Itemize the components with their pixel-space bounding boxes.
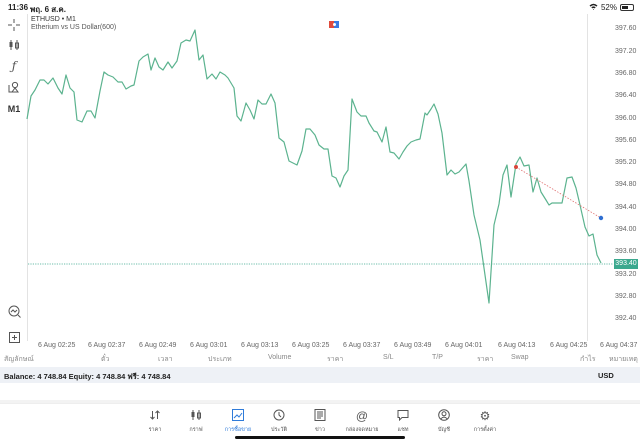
zoom-chart-icon[interactable] <box>5 303 23 319</box>
y-tick: 396.40 <box>615 92 637 99</box>
current-price-tag: 393.40 <box>614 259 638 269</box>
battery-percent: 52% <box>600 3 617 12</box>
x-tick: 6 Aug 02:37 <box>88 342 126 349</box>
nav-trade[interactable]: การซื้อขาย <box>218 409 258 434</box>
y-tick: 394.40 <box>615 204 637 211</box>
y-tick: 396.80 <box>615 70 637 77</box>
x-tick: 6 Aug 03:37 <box>343 342 381 349</box>
new-order-icon[interactable] <box>5 329 23 345</box>
status-date: พฤ. 6 ส.ค. <box>30 5 66 14</box>
y-tick: 393.20 <box>615 271 637 278</box>
chart-type-icon[interactable] <box>5 37 23 53</box>
y-tick: 395.20 <box>615 159 637 166</box>
nav-settings[interactable]: ⚙ การตั้งค่า <box>465 409 505 434</box>
account-icon <box>424 409 464 423</box>
nav-chat[interactable]: แชท <box>383 409 423 434</box>
y-tick: 394.80 <box>615 181 637 188</box>
col-sl[interactable]: S/L <box>383 354 394 361</box>
col-profit[interactable]: กำไร <box>580 356 596 363</box>
price-series <box>26 29 602 304</box>
price-chart[interactable] <box>27 14 613 341</box>
y-tick: 394.00 <box>615 226 637 233</box>
trade-chart-icon <box>218 409 258 423</box>
col-comment[interactable]: หมายเหตุ <box>609 356 638 363</box>
x-tick: 6 Aug 03:13 <box>241 342 279 349</box>
news-icon <box>300 409 340 423</box>
nav-chart[interactable]: กราฟ <box>176 409 216 434</box>
balance-summary: Balance: 4 748.84 Equity: 4 748.84 ฟรี: … <box>4 372 171 381</box>
chart-toolbar: ƒ M1 <box>0 14 27 354</box>
nav-news[interactable]: ข่าว <box>300 409 340 434</box>
nav-quotes[interactable]: ราคา <box>135 409 175 434</box>
wifi-icon <box>589 3 598 12</box>
chart-symbol: ETHUSD • M1 <box>31 16 76 23</box>
balance-bar: Balance: 4 748.84 Equity: 4 748.84 ฟรี: … <box>0 367 640 383</box>
x-tick: 6 Aug 02:25 <box>38 342 76 349</box>
divider <box>0 400 640 403</box>
x-tick: 6 Aug 03:49 <box>394 342 432 349</box>
x-tick: 6 Aug 04:01 <box>445 342 483 349</box>
y-tick: 392.40 <box>615 315 637 322</box>
col-price[interactable]: ราคา <box>327 356 344 363</box>
candlestick-icon <box>176 409 216 423</box>
y-tick: 395.60 <box>615 137 637 144</box>
at-sign-icon: @ <box>355 409 369 423</box>
col-type[interactable]: ประเภท <box>208 356 232 363</box>
arrows-updown-icon <box>135 409 175 423</box>
nav-account[interactable]: บัญชี <box>424 409 464 434</box>
chart-description: Etherium vs US Dollar(600) <box>31 24 117 31</box>
col-price-current[interactable]: ราคา <box>477 356 494 363</box>
history-clock-icon <box>259 409 299 423</box>
trade-table-header: สัญลักษณ์ ตั๋ว เวลา ประเภท Volume ราคา S… <box>0 352 640 366</box>
trend-end-point <box>598 215 604 221</box>
bottom-navigation: ราคา กราฟ การซื้อขาย ประวัติ ข่าว @ กล่อ… <box>0 403 640 447</box>
battery-icon <box>620 4 634 11</box>
x-tick: 6 Aug 03:01 <box>190 342 228 349</box>
y-tick: 397.20 <box>615 48 637 55</box>
col-volume[interactable]: Volume <box>268 354 292 361</box>
trend-start-point <box>514 165 518 169</box>
x-tick: 6 Aug 03:25 <box>292 342 330 349</box>
y-tick: 396.00 <box>615 115 637 122</box>
price-axis[interactable] <box>587 14 640 341</box>
col-swap[interactable]: Swap <box>511 354 529 361</box>
one-click-trading-icon[interactable] <box>329 21 339 28</box>
indicators-icon[interactable]: ƒ <box>11 59 17 73</box>
status-time: 11:36 <box>8 3 29 12</box>
y-tick: 397.60 <box>615 25 637 32</box>
x-tick: 6 Aug 02:49 <box>139 342 177 349</box>
crosshair-icon[interactable] <box>5 17 23 33</box>
objects-icon[interactable] <box>5 79 23 95</box>
x-tick: 6 Aug 04:37 <box>600 342 638 349</box>
gear-icon: ⚙ <box>479 409 491 423</box>
y-tick: 392.80 <box>615 293 637 300</box>
timeframe-button[interactable]: M1 <box>7 104 21 114</box>
home-indicator[interactable] <box>235 436 405 439</box>
nav-mailbox[interactable]: @ กล่องจดหมาย <box>342 409 382 434</box>
status-bar: 11:36 พฤ. 6 ส.ค. 52% <box>0 0 640 14</box>
nav-history[interactable]: ประวัติ <box>259 409 299 434</box>
chat-icon <box>383 409 423 423</box>
x-tick: 6 Aug 04:25 <box>550 342 588 349</box>
col-symbol[interactable]: สัญลักษณ์ <box>4 356 34 363</box>
col-tp[interactable]: T/P <box>432 354 443 361</box>
col-ticket[interactable]: ตั๋ว <box>101 356 110 363</box>
trend-line <box>515 166 602 219</box>
x-tick: 6 Aug 04:13 <box>498 342 536 349</box>
col-time[interactable]: เวลา <box>158 356 173 363</box>
y-tick: 393.60 <box>615 248 637 255</box>
balance-currency: USD <box>598 371 614 380</box>
